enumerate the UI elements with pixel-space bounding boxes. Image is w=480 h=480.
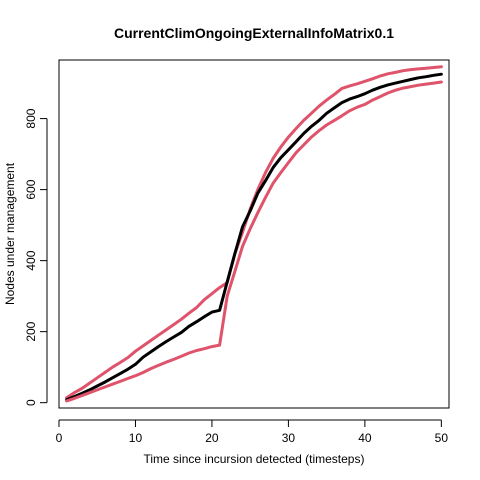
y-tick-label: 600 bbox=[24, 179, 38, 199]
x-tick-label: 50 bbox=[435, 431, 449, 445]
x-tick-label: 30 bbox=[282, 431, 296, 445]
x-tick-label: 40 bbox=[358, 431, 372, 445]
series-line-1 bbox=[65, 72, 443, 402]
series-line-0 bbox=[65, 65, 443, 400]
y-axis: 0 200 400 600 800 bbox=[24, 108, 48, 406]
x-tick-label: 10 bbox=[129, 431, 143, 445]
x-axis: 0 10 20 30 40 50 bbox=[56, 419, 449, 445]
series-line-2 bbox=[65, 80, 443, 403]
y-tick-label: 400 bbox=[24, 250, 38, 270]
chart-title: CurrentClimOngoingExternalInfoMatrix0.1 bbox=[114, 25, 394, 41]
y-tick-label: 800 bbox=[24, 108, 38, 128]
y-tick-label: 0 bbox=[24, 399, 38, 406]
series-layer bbox=[65, 65, 443, 403]
x-axis-label: Time since incursion detected (timesteps… bbox=[144, 452, 365, 466]
y-axis-label: Nodes under management bbox=[3, 162, 17, 305]
x-tick-label: 0 bbox=[56, 431, 63, 445]
plot-frame bbox=[58, 59, 450, 409]
x-tick-label: 20 bbox=[205, 431, 219, 445]
y-tick-label: 200 bbox=[24, 321, 38, 341]
